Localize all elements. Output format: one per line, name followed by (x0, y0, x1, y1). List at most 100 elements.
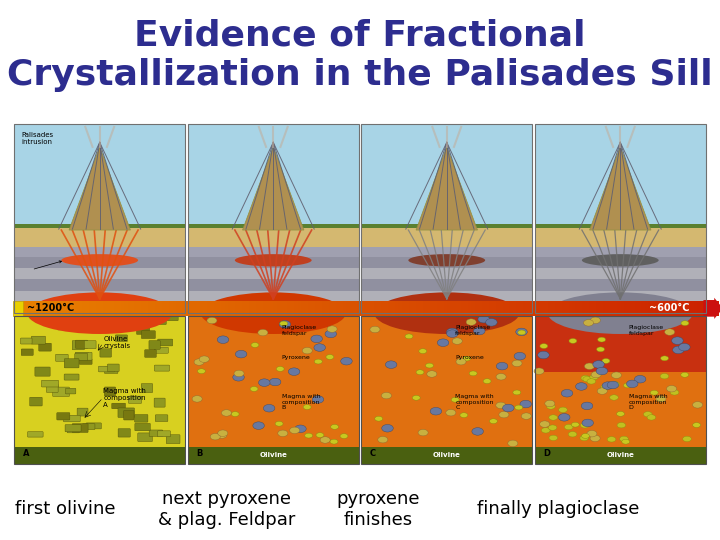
Bar (582, 301, 587, 316)
Bar (666, 301, 670, 316)
Bar (287, 301, 292, 316)
Ellipse shape (469, 371, 477, 376)
Bar (371, 301, 375, 316)
Ellipse shape (430, 408, 441, 415)
FancyBboxPatch shape (66, 388, 76, 394)
Bar (489, 301, 493, 316)
Bar (535, 316, 706, 464)
Bar (242, 301, 246, 316)
Bar (395, 301, 399, 316)
FancyBboxPatch shape (75, 354, 88, 360)
Bar (398, 301, 402, 316)
Bar (235, 301, 239, 316)
Bar (188, 256, 359, 268)
Bar (86, 301, 90, 316)
Bar (361, 245, 532, 256)
Bar (291, 301, 295, 316)
Ellipse shape (405, 334, 413, 339)
Text: ~600°C: ~600°C (649, 303, 689, 313)
Ellipse shape (591, 372, 601, 378)
Bar (14, 268, 185, 279)
Bar (506, 301, 510, 316)
Text: Pyroxene: Pyroxene (455, 355, 484, 360)
Bar (537, 301, 541, 316)
Ellipse shape (382, 424, 393, 432)
Bar (607, 301, 611, 316)
Ellipse shape (294, 425, 306, 433)
Text: Evidence of Fractional
Crystallization in the Palisades Sill: Evidence of Fractional Crystallization i… (7, 19, 713, 92)
Bar (361, 225, 532, 232)
Bar (41, 301, 45, 316)
Ellipse shape (311, 335, 323, 343)
Bar (188, 316, 359, 464)
Bar (131, 301, 135, 316)
Ellipse shape (534, 368, 544, 374)
FancyBboxPatch shape (76, 340, 88, 348)
Bar (270, 301, 274, 316)
Ellipse shape (593, 361, 604, 368)
Ellipse shape (374, 416, 382, 421)
Ellipse shape (597, 388, 607, 394)
Bar (360, 301, 364, 316)
Ellipse shape (382, 393, 392, 399)
FancyBboxPatch shape (30, 397, 42, 406)
Ellipse shape (496, 362, 508, 370)
FancyBboxPatch shape (153, 319, 166, 325)
Bar (188, 447, 359, 464)
Ellipse shape (315, 359, 323, 364)
Bar (156, 301, 160, 316)
Ellipse shape (472, 428, 483, 435)
Ellipse shape (580, 435, 588, 441)
FancyBboxPatch shape (53, 387, 69, 396)
Text: B: B (197, 449, 203, 458)
Bar (120, 301, 125, 316)
Bar (256, 301, 260, 316)
Ellipse shape (278, 430, 288, 436)
Bar (596, 301, 600, 316)
Ellipse shape (302, 347, 312, 354)
Ellipse shape (549, 435, 557, 441)
Bar (415, 301, 420, 316)
Ellipse shape (616, 411, 624, 416)
Bar (676, 301, 680, 316)
Ellipse shape (231, 411, 239, 416)
Text: Olivine: Olivine (606, 453, 634, 458)
Bar (188, 316, 359, 464)
Ellipse shape (496, 374, 506, 380)
Bar (308, 301, 312, 316)
Bar (552, 301, 555, 316)
Bar (162, 301, 166, 316)
Bar (535, 228, 706, 247)
Ellipse shape (587, 379, 595, 384)
FancyBboxPatch shape (107, 364, 119, 372)
Bar (440, 301, 444, 316)
Bar (34, 301, 38, 316)
Ellipse shape (540, 343, 548, 348)
Bar (367, 301, 372, 316)
Bar (714, 301, 719, 316)
Bar (354, 301, 357, 316)
Ellipse shape (582, 254, 659, 266)
Ellipse shape (486, 319, 498, 326)
Ellipse shape (303, 404, 311, 409)
Polygon shape (416, 147, 477, 230)
FancyBboxPatch shape (67, 427, 79, 433)
Bar (238, 301, 243, 316)
Bar (482, 301, 486, 316)
Bar (228, 301, 233, 316)
Bar (218, 301, 222, 316)
Text: Plagioclase
feldspar: Plagioclase feldspar (629, 325, 664, 336)
Ellipse shape (253, 422, 264, 429)
Bar (188, 268, 359, 279)
Ellipse shape (620, 436, 629, 442)
Ellipse shape (512, 360, 522, 367)
Ellipse shape (667, 386, 677, 392)
FancyBboxPatch shape (104, 367, 118, 374)
Ellipse shape (598, 337, 606, 342)
Bar (14, 228, 185, 247)
FancyBboxPatch shape (118, 408, 135, 417)
Ellipse shape (582, 434, 590, 438)
FancyBboxPatch shape (112, 403, 125, 409)
Text: Magma with
composition
A: Magma with composition A (103, 388, 146, 408)
Bar (188, 124, 359, 228)
